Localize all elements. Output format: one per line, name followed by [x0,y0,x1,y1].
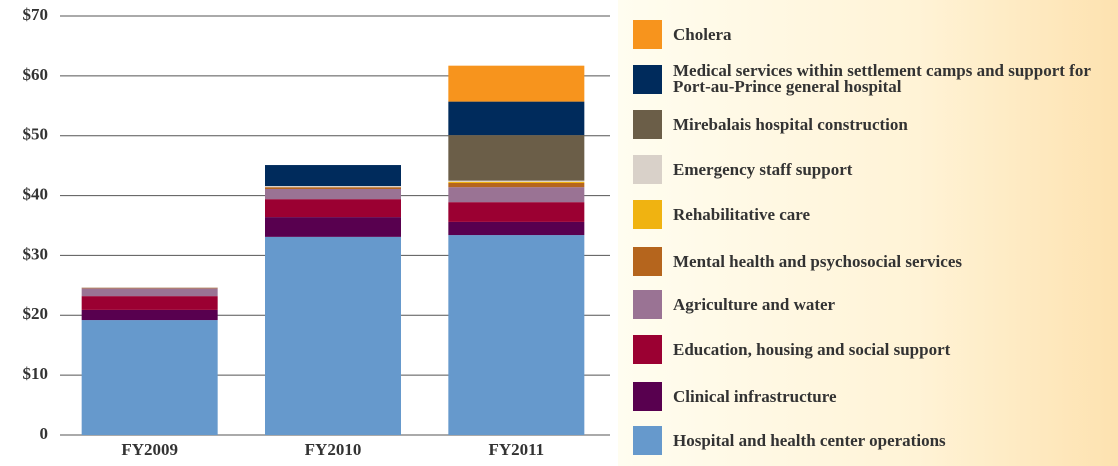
bar-segment [265,165,401,186]
legend-label: Rehabilitative care [673,204,811,224]
bar-segment [265,185,401,188]
legend-label: Mirebalais hospital construction [673,114,908,134]
x-tick-label: FY2010 [305,440,362,459]
legend-label: Clinical infrastructure [673,386,837,406]
legend-item: Hospital and health center operations [633,426,1103,455]
legend-item: Emergency staff support [633,155,1103,184]
legend-item: Clinical infrastructure [633,382,1103,411]
bar-segment [448,65,585,102]
bar-segment [448,180,585,182]
bar-segment [448,187,585,203]
legend-item: Agriculture and water [633,290,1103,319]
bar-segment [448,181,585,184]
bar-segment [448,183,585,188]
x-tick-label: FY2009 [121,440,178,459]
bar-segment [448,221,585,236]
bar-segment [265,187,401,189]
legend-swatch [633,110,662,139]
legend-swatch [633,335,662,364]
legend-swatch [633,290,662,319]
legend-swatch [633,382,662,411]
y-tick-label: $60 [23,65,49,84]
legend-swatch [633,247,662,276]
bar-segment [81,287,218,289]
legend-label: Cholera [673,24,732,44]
legend: Cholera Medical services within settlemen… [618,0,1118,466]
legend-label: Education, housing and social support [673,339,951,359]
legend-item: Medical services within settlement camps… [633,61,1103,96]
legend-item: Education, housing and social support [633,335,1103,364]
bar-segment [448,235,585,435]
y-tick-label: $30 [23,244,49,263]
legend-item: Mental health and psychosocial services [633,247,1103,276]
legend-label: Hospital and health center operations [673,430,946,450]
bar-segment [81,287,218,288]
y-tick-label: $70 [23,5,49,24]
legend-swatch [633,64,662,94]
chart: 0 $10 $20 $30 $40 $50 $60 $70 FY2009 FY2010 FY2011 [23,5,610,459]
legend-label: Agriculture and water [673,294,836,314]
bar-segment [448,135,585,181]
y-tick-label: $20 [23,304,49,323]
legend-swatch [633,155,662,184]
legend-item: Rehabilitative care [633,200,1103,229]
legend-swatch [633,200,662,229]
bar-segment [81,320,218,435]
y-tick-label: $10 [23,364,49,383]
bar-segment [448,101,585,136]
x-tick-label: FY2011 [488,440,544,459]
bar-segment [265,217,401,237]
y-tick-label: $40 [23,184,49,203]
y-tick-label: $50 [23,125,49,144]
legend-label: Emergency staff support [673,159,853,179]
legend-item: Mirebalais hospital construction [633,110,1103,139]
bar-segment [448,202,585,222]
legend-label: Medical services within settlement camps… [673,61,1091,96]
bar-segment [81,309,218,321]
bar-segment [81,288,218,297]
legend-swatch [633,20,662,49]
y-tick-label: 0 [40,424,49,443]
legend-label: Mental health and psychosocial services [673,251,962,271]
bar-segment [81,296,218,310]
bar-segment [265,188,401,200]
bar-segment [265,199,401,218]
legend-item: Cholera [633,20,1103,49]
bar-segment [265,236,401,435]
legend-swatch [633,426,662,455]
